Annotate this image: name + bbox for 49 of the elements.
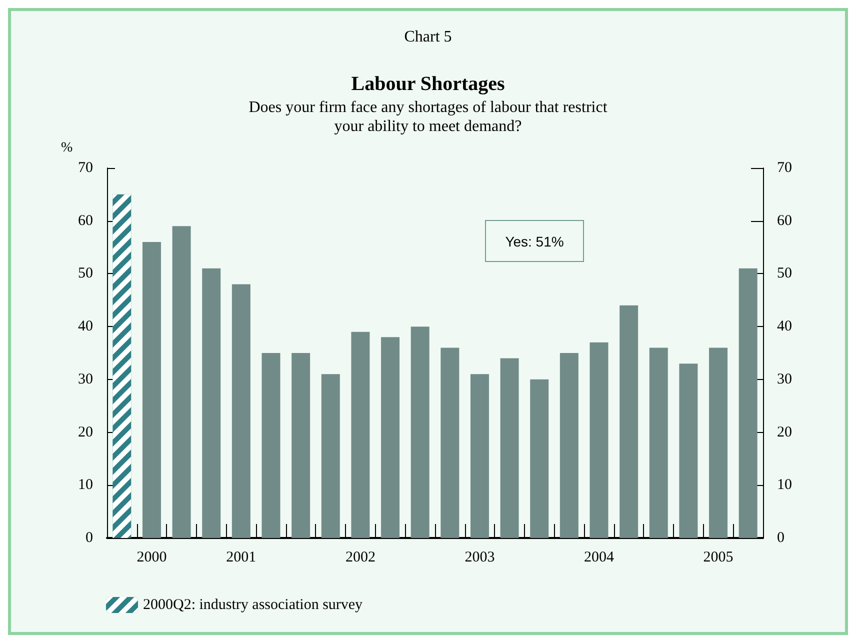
bar (232, 284, 250, 538)
y-axis-title: % (61, 140, 73, 156)
bar (679, 364, 698, 538)
bar (709, 348, 728, 538)
y-tick-label: 0 (86, 530, 93, 546)
chart-title: Labour Shortages (351, 73, 505, 95)
annotation: Yes: 51% (505, 234, 564, 250)
bar (262, 353, 280, 538)
y2-tick-label: 60 (777, 212, 792, 229)
bar (410, 326, 430, 538)
bar (530, 379, 549, 538)
x-tick-label: 2000 (136, 550, 167, 566)
bar (292, 353, 310, 538)
bar (560, 353, 578, 538)
bar (351, 332, 370, 538)
y-tick-label: 30 (78, 371, 93, 388)
bar (381, 337, 400, 538)
y-tick-label: 10 (78, 477, 93, 494)
y2-tick-label: 50 (777, 266, 792, 282)
bar (440, 348, 460, 538)
y2-tick-label: 70 (777, 160, 792, 176)
y-tick-label: 50 (78, 266, 93, 282)
caption: Chart 5 (404, 28, 452, 46)
x-tick-label: 2003 (464, 550, 495, 566)
bar (321, 374, 340, 538)
legend-label: 2000Q2: industry association survey (143, 597, 364, 613)
y2-tick-label: 20 (777, 424, 792, 440)
bar (470, 374, 489, 538)
bar (649, 348, 668, 538)
bar (738, 268, 758, 538)
bar (590, 342, 608, 538)
y-tick-label: 70 (78, 160, 93, 176)
bar (202, 268, 221, 538)
y-tick-label: 20 (78, 424, 93, 440)
y-tick-label: 40 (78, 318, 93, 335)
y2-tick-label: 10 (777, 477, 792, 494)
x-tick-label: 2005 (703, 550, 734, 566)
y-tick-label: 60 (78, 212, 93, 229)
bar (500, 358, 519, 538)
bar (620, 305, 638, 538)
chart-subtitle: Does your firm face any shortages of labour that restrict your ability to meet demand? (248, 99, 608, 135)
bar (172, 226, 191, 538)
x-tick-label: 2004 (584, 550, 614, 566)
x-tick-label: 2002 (345, 550, 376, 566)
y2-tick-label: 0 (777, 530, 784, 546)
y2-tick-label: 40 (777, 318, 792, 335)
x-tick-label: 2001 (226, 550, 256, 566)
y2-tick-label: 30 (777, 371, 792, 388)
bar (142, 242, 161, 538)
